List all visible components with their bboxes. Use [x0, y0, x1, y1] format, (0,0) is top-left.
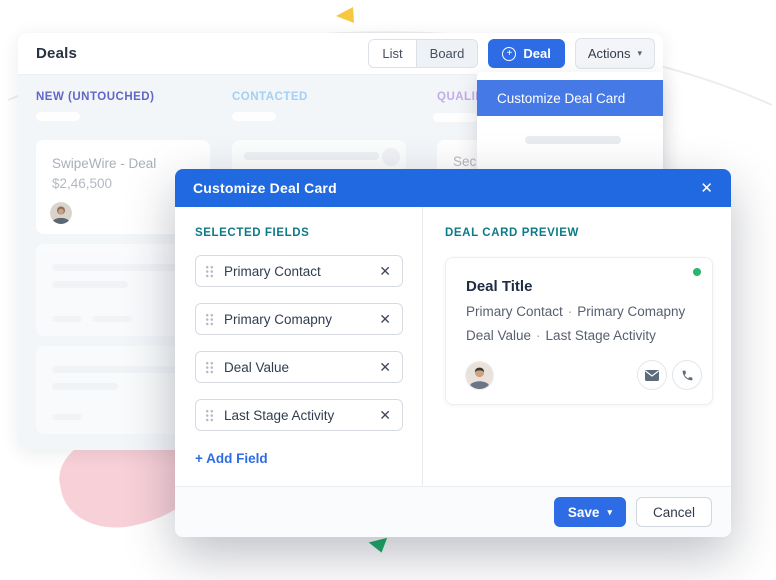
preview-field: Last Stage Activity	[545, 328, 656, 343]
remove-field-icon[interactable]: ✕	[379, 263, 391, 279]
modal-header: Customize Deal Card ✕	[175, 169, 731, 207]
save-button[interactable]: Save ▾	[553, 497, 626, 527]
preview-field: Deal Value	[466, 328, 532, 343]
preview-quick-actions	[632, 360, 702, 390]
field-row-primary-contact[interactable]: Primary Contact ✕	[195, 255, 403, 287]
yellow-triangle-icon	[336, 7, 354, 23]
drag-handle-icon[interactable]	[205, 311, 214, 327]
plus-circle-icon: +	[502, 46, 517, 61]
preview-panel: DEAL CARD PREVIEW Deal Title Primary Con…	[423, 207, 733, 486]
remove-field-icon[interactable]: ✕	[379, 407, 391, 423]
view-toggle: List Board	[368, 39, 479, 68]
avatar	[466, 361, 493, 389]
preview-heading: DEAL CARD PREVIEW	[445, 227, 579, 239]
deal-card-title: Secu	[453, 154, 484, 169]
field-label: Last Stage Activity	[224, 407, 335, 423]
list-view-button[interactable]: List	[369, 40, 416, 67]
column-header-contacted: CONTACTED	[232, 91, 308, 103]
field-row-last-stage-activity[interactable]: Last Stage Activity ✕	[195, 399, 403, 431]
actions-label: Actions	[587, 46, 631, 61]
column-header-new: NEW (UNTOUCHED)	[36, 91, 155, 103]
cancel-button[interactable]: Cancel	[635, 497, 712, 527]
remove-field-icon[interactable]: ✕	[379, 311, 391, 327]
app-topbar: Deals List Board + Deal Actions ▾	[18, 33, 663, 75]
deal-card-preview: Deal Title Primary Contact · Primary Comap…	[445, 257, 713, 405]
deal-card-value: $2,46,500	[52, 176, 113, 191]
field-label: Primary Comapny	[224, 311, 333, 327]
presence-dot	[693, 268, 701, 276]
menu-item-skeleton	[525, 136, 621, 144]
add-deal-label: Deal	[523, 46, 551, 61]
modal-footer: Save ▾ Cancel	[175, 486, 731, 537]
preview-footer	[466, 360, 702, 390]
preview-field: Primary Comapny	[577, 304, 686, 319]
modal-title: Customize Deal Card	[193, 180, 337, 196]
skeleton-bar	[52, 316, 82, 322]
selected-fields-heading: SELECTED FIELDS	[195, 227, 310, 239]
add-deal-button[interactable]: + Deal	[488, 39, 565, 68]
phone-icon[interactable]	[672, 360, 702, 390]
field-label: Primary Contact	[224, 263, 321, 279]
modal-body: SELECTED FIELDS Primary Contact ✕ Primar…	[175, 207, 731, 486]
mail-icon[interactable]	[637, 360, 667, 390]
column-count-skeleton	[36, 112, 80, 121]
column-count-skeleton	[232, 112, 276, 121]
selected-fields-panel: SELECTED FIELDS Primary Contact ✕ Primar…	[175, 207, 423, 486]
customize-deal-card-modal: Customize Deal Card ✕ SELECTED FIELDS Pr…	[175, 169, 731, 537]
dot-separator: ·	[536, 328, 541, 343]
page-title: Deals	[36, 45, 78, 62]
skeleton-bar	[92, 316, 132, 322]
deal-card-title: SwipeWire - Deal	[52, 156, 157, 171]
caret-down-icon: ▾	[637, 48, 642, 58]
green-triangle-icon	[368, 537, 391, 556]
board-view-button[interactable]: Board	[415, 40, 478, 67]
topbar-actions: List Board + Deal Actions ▾	[368, 38, 655, 69]
preview-field: Primary Contact	[466, 304, 563, 319]
skeleton-bar	[244, 152, 379, 160]
actions-dropdown-menu: Customize Deal Card	[477, 72, 663, 174]
save-label: Save	[567, 504, 600, 520]
preview-line-1: Primary Contact · Primary Comapny	[466, 304, 692, 319]
add-field-link[interactable]: + Add Field	[195, 451, 268, 466]
dot-separator: ·	[567, 304, 573, 319]
menu-item-customize-deal-card[interactable]: Customize Deal Card	[477, 80, 663, 116]
skeleton-bar	[52, 414, 82, 420]
skeleton-bar	[52, 281, 128, 288]
column-count-skeleton	[433, 113, 477, 122]
preview-deal-title: Deal Title	[466, 278, 533, 295]
field-row-primary-company[interactable]: Primary Comapny ✕	[195, 303, 403, 335]
drag-handle-icon[interactable]	[205, 407, 214, 423]
remove-field-icon[interactable]: ✕	[379, 359, 391, 375]
field-row-deal-value[interactable]: Deal Value ✕	[195, 351, 403, 383]
drag-handle-icon[interactable]	[205, 263, 214, 279]
drag-handle-icon[interactable]	[205, 359, 214, 375]
close-icon[interactable]: ✕	[700, 179, 713, 197]
skeleton-bar	[52, 383, 118, 390]
skeleton-bar	[52, 366, 182, 373]
preview-line-2: Deal Value · Last Stage Activity	[466, 328, 692, 343]
skeleton-bar	[52, 264, 182, 271]
skeleton-avatar	[382, 148, 400, 166]
field-label: Deal Value	[224, 359, 290, 375]
actions-button[interactable]: Actions ▾	[574, 38, 655, 69]
field-list: Primary Contact ✕ Primary Comapny ✕ Deal…	[195, 255, 403, 431]
avatar	[50, 202, 72, 224]
caret-down-icon: ▾	[607, 506, 612, 517]
